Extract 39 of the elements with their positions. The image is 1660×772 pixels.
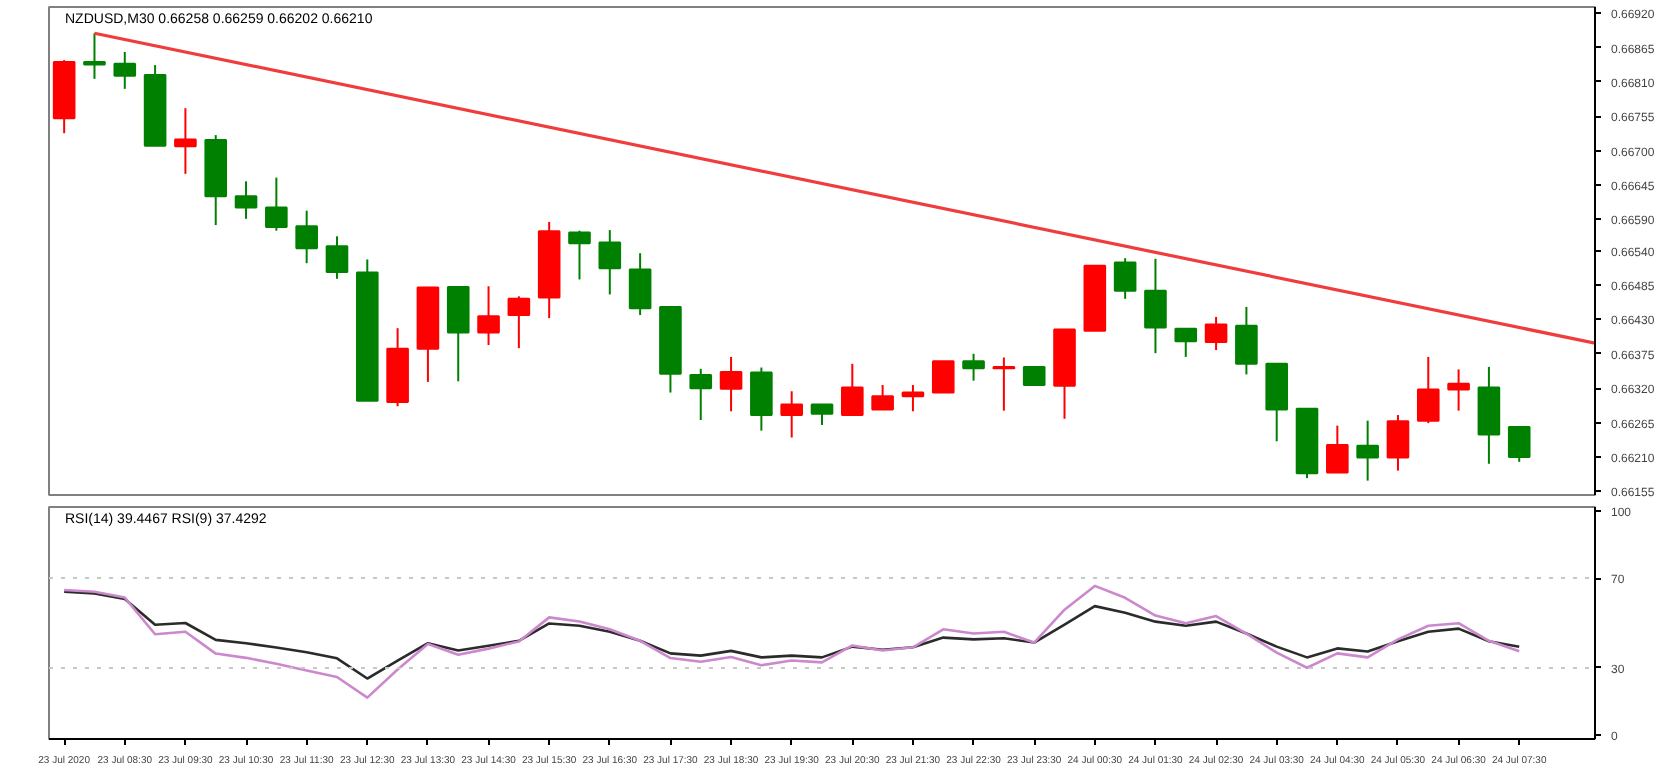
candlestick [1265,362,1289,443]
candlestick [1144,257,1167,355]
candlestick [1326,424,1349,474]
candlestick [780,390,803,439]
candlestick [992,356,1016,412]
candlestick [1235,305,1258,376]
candlestick [83,32,106,80]
candlestick [750,366,773,432]
candlestick [1204,315,1228,352]
candlestick [295,209,318,265]
candlestick [174,107,197,175]
candlestick [1507,425,1531,463]
candlestick [113,50,137,90]
candlestick [962,352,985,382]
candlestick [1447,368,1470,412]
candlestick [1356,419,1379,482]
candlestick [931,360,955,394]
candlestick [810,403,834,427]
candlestick [1386,414,1410,472]
candlestick [1477,365,1501,465]
candlestick [1022,365,1046,387]
candlestick [628,252,652,317]
candlestick [841,362,864,417]
candlestick [234,180,258,220]
candlestick [1113,257,1137,300]
candlestick [477,285,500,347]
candlestick [1416,355,1440,425]
candlestick [507,295,531,350]
line-series [62,584,1521,699]
candlestick [598,229,622,296]
candlestick [871,384,894,411]
candlestick [568,229,591,281]
candlestick [1174,327,1198,358]
candlestick [719,355,743,413]
candlestick [689,367,713,422]
candlestick [265,176,288,232]
candlestick [325,235,349,280]
line-series [62,590,1521,680]
candlestick [446,285,470,383]
